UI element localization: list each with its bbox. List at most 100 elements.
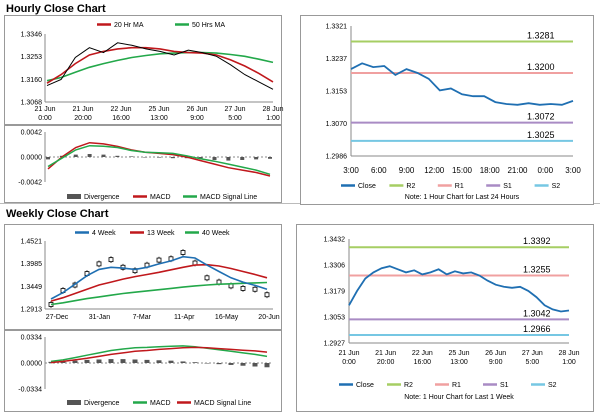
weekly-divergence-bar-10 — [168, 360, 174, 363]
weekly-price-x-tick-4: 16-May — [215, 314, 239, 321]
weekly-pivot-legend-s1-label: S1 — [500, 382, 509, 389]
hourly-pivot-x-tick-2: 9:00 — [399, 166, 415, 175]
weekly-pivot-y-tick-1: 1.3306 — [324, 262, 346, 269]
weekly-4week-line — [50, 255, 268, 300]
hourly-legend-divergence-label: Divergence — [84, 194, 120, 201]
weekly-pivot-x-tick-5: 27 Jun 5:00 — [522, 350, 543, 366]
weekly-pivot-legend-r2-label: R2 — [404, 382, 413, 389]
weekly-price-x-tick-0: 27-Dec — [46, 314, 69, 321]
hourly-pivot-x-tick-8: 3:00 — [565, 166, 581, 175]
hourly-divergence-bar-15 — [254, 157, 259, 160]
weekly-price-y-tick-2: 1.3449 — [21, 284, 43, 291]
hourly-pivot-legend-r1-label: R1 — [455, 183, 464, 190]
hourly-pivot-y-tick-3: 1.3070 — [326, 121, 348, 128]
hourly-macd-y-tick-1: 0.0000 — [21, 155, 43, 162]
hourly-pivot-s2-label: 1.3025 — [527, 130, 555, 140]
hourly-legend-ma20-label: 20 Hr MA — [114, 22, 144, 29]
weekly-pivot-y-tick-4: 1.2927 — [324, 341, 346, 348]
weekly-section-title: Weekly Close Chart — [6, 208, 109, 220]
weekly-pivot-legend-r1-label: R1 — [452, 382, 461, 389]
hourly-pivot-legend-s1-label: S1 — [503, 183, 512, 190]
weekly-candle-body-9 — [156, 257, 162, 263]
weekly-pivot-legend-s2-label: S2 — [548, 382, 557, 389]
hourly-pivot-close-line — [350, 62, 574, 106]
hourly-macd-signal-line — [47, 144, 271, 176]
weekly-candle-body-16 — [240, 286, 246, 291]
weekly-pivot-x-tick-0: 21 Jun 0:00 — [338, 350, 359, 366]
hourly-ma20-line — [46, 46, 274, 84]
weekly-pivot-r1-label: 1.3255 — [523, 264, 551, 274]
weekly-legend-divergence-key — [67, 400, 81, 405]
hourly-divergence-bar-8 — [157, 157, 161, 158]
weekly-legend-macd-label: MACD — [150, 400, 171, 407]
weekly-price-y-tick-0: 1.4521 — [21, 239, 43, 246]
hourly-price-y-tick-0: 1.3346 — [21, 32, 43, 39]
hourly-macd-y-tick-0: 0.0042 — [21, 130, 43, 137]
hourly-pivot-x-tick-4: 15:00 — [452, 166, 473, 175]
hourly-pivot-legend-close-label: Close — [358, 183, 376, 190]
hourly-pivot-legend-s2-label: S2 — [552, 183, 561, 190]
weekly-candle-body-5 — [108, 257, 114, 263]
hourly-divergence-bar-13 — [226, 157, 231, 161]
hourly-price-y-tick-3: 1.3068 — [21, 100, 43, 107]
weekly-pivot-s2-label: 1.2966 — [523, 324, 551, 334]
weekly-price-x-tick-3: 11-Apr — [174, 314, 195, 321]
weekly-macd-y-tick-2: -0.0334 — [18, 387, 42, 394]
weekly-macd-y-tick-1: 0.0000 — [21, 361, 43, 368]
weekly-price-y-tick-3: 1.2913 — [21, 307, 43, 314]
hourly-divergence-bar-16 — [268, 157, 272, 159]
hourly-legend-signal-label: MACD Signal Line — [200, 194, 257, 201]
weekly-legend-4week-label: 4 Week — [92, 230, 116, 237]
weekly-price-y-tick-1: 1.3985 — [21, 261, 43, 268]
hourly-ma50-line — [46, 51, 274, 82]
weekly-divergence-bar-18 — [264, 363, 270, 368]
weekly-divergence-bar-15 — [228, 363, 234, 365]
hourly-pivot-x-tick-7: 0:00 — [537, 166, 553, 175]
hourly-price-x-tick-0: 21 Jun 0:00 — [34, 106, 55, 122]
hourly-pivot-legend-r2-label: R2 — [406, 183, 415, 190]
weekly-13week-line — [50, 263, 268, 302]
weekly-pivot-y-tick-2: 1.3179 — [324, 289, 346, 296]
weekly-pivot-x-tick-2: 22 Jun 16:00 — [412, 350, 433, 366]
weekly-pivot-note: Note: 1 Hour Chart for Last 1 Week — [404, 394, 514, 401]
weekly-pivot-close-line — [348, 265, 570, 313]
hourly-price-x-tick-4: 26 Jun 9:00 — [186, 106, 207, 122]
weekly-candle-body-4 — [96, 261, 102, 267]
weekly-pivot-y-tick-3: 1.3053 — [324, 315, 346, 322]
weekly-candle-body-11 — [180, 250, 186, 255]
hourly-pivot-x-tick-6: 21:00 — [507, 166, 528, 175]
hourly-price-x-tick-1: 21 Jun 20:00 — [72, 106, 93, 122]
weekly-divergence-bar-17 — [252, 363, 258, 367]
weekly-pivot-legend-close-label: Close — [356, 382, 374, 389]
weekly-divergence-bar-1 — [60, 361, 66, 363]
hourly-pivot-x-tick-3: 12:00 — [424, 166, 445, 175]
hourly-pivot-x-tick-5: 18:00 — [480, 166, 501, 175]
weekly-divergence-bar-13 — [204, 363, 210, 364]
weekly-legend-signal-label: MACD Signal Line — [194, 400, 251, 407]
weekly-pivot-r2-label: 1.3392 — [523, 236, 551, 246]
hourly-pivot-y-tick-1: 1.3237 — [326, 56, 348, 63]
weekly-legend-divergence-label: Divergence — [84, 400, 120, 407]
hourly-divergence-bar-14 — [240, 157, 245, 160]
hourly-price-chart: 1.3346 1.3253 1.3160 1.3068 21 Jun 0:00 21 Jun… — [4, 15, 284, 125]
hourly-divergence-bar-3 — [87, 154, 92, 157]
hourly-section-title: Hourly Close Chart — [6, 3, 106, 15]
weekly-candle-body-18 — [264, 292, 270, 298]
hourly-divergence-bar-7 — [143, 157, 148, 158]
weekly-pivot-x-tick-3: 25 Jun 13:00 — [448, 350, 469, 366]
weekly-divergence-bar-3 — [84, 359, 90, 363]
weekly-divergence-bar-14 — [216, 363, 222, 365]
weekly-pivot-s1-label: 1.3042 — [523, 308, 551, 318]
hourly-pivot-y-tick-0: 1.3321 — [326, 24, 348, 31]
weekly-40week-line — [50, 281, 268, 306]
hourly-pivot-chart: 1.3321 1.3237 1.3153 1.3070 1.2986 1.3281 1.32… — [300, 15, 594, 205]
weekly-divergence-bar-2 — [72, 360, 78, 363]
weekly-pivot-x-tick-6: 28 Jun 1:00 — [558, 350, 579, 366]
hourly-divergence-bar-0 — [46, 157, 50, 160]
hourly-pivot-r2-label: 1.3281 — [527, 31, 555, 41]
hourly-divergence-bar-12 — [212, 157, 217, 160]
weekly-divergence-bar-5 — [108, 359, 114, 363]
weekly-macd-signal-line — [50, 346, 268, 364]
hourly-divergence-bar-6 — [129, 156, 134, 157]
weekly-divergence-bar-12 — [192, 362, 198, 363]
